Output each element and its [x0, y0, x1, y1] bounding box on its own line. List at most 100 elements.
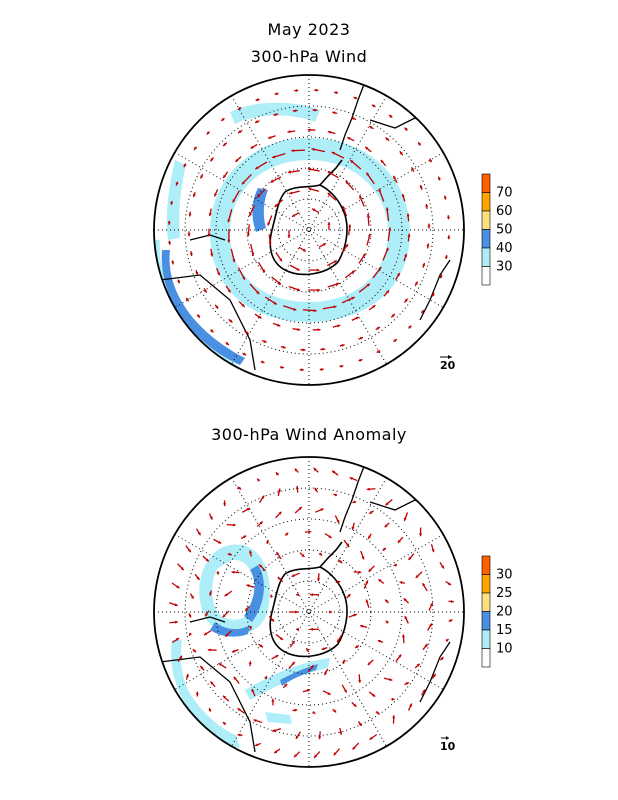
wind-vector-head	[185, 298, 189, 302]
wind-vector-head	[249, 550, 253, 554]
wind-vector-head	[291, 574, 295, 577]
wind-vector-head	[350, 160, 354, 164]
wind-vector-head	[346, 544, 350, 548]
wind-vector-head	[258, 315, 262, 319]
wind-vector-head	[430, 602, 433, 606]
wind-vector-head	[217, 272, 220, 276]
wind-vector-head	[294, 88, 298, 93]
wind-vector-head	[355, 645, 359, 649]
wind-vector-head	[225, 633, 229, 637]
colorbar-label: 40	[496, 241, 513, 256]
wind-vector-head	[203, 289, 207, 293]
wind-vector-head	[194, 146, 197, 150]
wind-vector-head	[358, 570, 362, 574]
anomaly-south-shading	[265, 712, 292, 724]
colorbar-label: 10	[496, 642, 513, 657]
wind-vector-head	[221, 117, 225, 121]
wind-vector-head	[188, 614, 192, 618]
subtropical-jet-core	[161, 250, 245, 365]
wind-vector-head	[352, 746, 356, 750]
wind-vector-head	[359, 337, 363, 340]
wind-vector-head	[257, 478, 261, 482]
wind-vector-head	[296, 288, 301, 292]
wind-vector-head	[365, 599, 369, 603]
bottom-reference-vector-label: 10	[440, 740, 456, 753]
wind-vector-head	[385, 247, 389, 251]
wind-vector-head	[369, 126, 373, 129]
wind-vector-head	[358, 679, 362, 683]
wind-vector-head	[225, 342, 229, 345]
wind-vector-head	[232, 649, 236, 653]
wind-vector-head	[232, 259, 236, 263]
wind-vector-head	[380, 159, 384, 164]
wind-vector-head	[200, 175, 204, 179]
wind-vector-head	[167, 221, 171, 225]
wind-vector-head	[378, 266, 382, 271]
wind-vector-head	[422, 689, 426, 693]
wind-vector-head	[174, 603, 178, 607]
wind-vector-head	[403, 598, 407, 602]
wind-vector-head	[295, 610, 298, 614]
wind-vector-head	[389, 115, 393, 118]
wind-vector-head	[366, 283, 370, 287]
wind-vector-head	[203, 632, 208, 636]
top-reference-vector-label: 20	[440, 359, 456, 372]
wind-vector-head	[287, 235, 291, 238]
wind-vector-head	[179, 655, 182, 659]
wind-vector-head	[348, 224, 352, 228]
wind-vector-head	[334, 91, 338, 95]
wind-vector-head	[341, 343, 345, 347]
wind-vector-head	[259, 521, 263, 525]
wind-vector-head	[422, 262, 426, 267]
wind-vector-head	[351, 270, 355, 274]
wind-vector-head	[313, 467, 317, 471]
wind-vector-head	[208, 213, 212, 217]
wind-vector-head	[351, 526, 355, 530]
wind-vector-head	[385, 599, 389, 603]
wind-vector-head	[302, 348, 306, 352]
wind-vector-head	[393, 339, 397, 343]
wind-vector-head	[368, 568, 372, 572]
wind-vector-head	[308, 187, 312, 191]
wind-vector-head	[222, 722, 227, 726]
wind-vector-head	[447, 235, 451, 239]
wind-vector-head	[189, 632, 193, 636]
wind-vector-head	[405, 682, 409, 686]
bottom-map: 30 25 20 15 10 10	[153, 456, 513, 768]
top-map-title: 300-hPa Wind	[250, 47, 368, 66]
colorbar-swatch	[481, 229, 491, 249]
wind-vector-head	[192, 649, 196, 653]
wind-vector-head	[185, 673, 189, 678]
wind-vector-head	[396, 272, 400, 277]
wind-vector-head	[424, 643, 428, 648]
wind-vector-head	[216, 571, 220, 575]
wind-vector-head	[306, 689, 310, 692]
wind-vector-head	[406, 213, 410, 217]
wind-vector-head	[371, 104, 376, 108]
wind-vector-head	[404, 298, 408, 302]
top-map: 70 60 50 40 30 20	[153, 74, 513, 386]
wind-vector-head	[324, 671, 328, 676]
wind-vector-head	[367, 233, 371, 237]
wind-vector-head	[327, 130, 331, 134]
wind-vector-head	[391, 697, 395, 701]
wind-vector-head	[228, 552, 232, 556]
wind-vector-head	[265, 539, 269, 544]
wind-vector-head	[385, 502, 389, 506]
wind-vector-head	[297, 327, 301, 331]
wind-vector-head	[312, 208, 316, 212]
wind-vector-head	[292, 213, 296, 217]
wind-vector-head	[167, 241, 172, 245]
wind-vector-head	[249, 626, 253, 630]
bottom-map-coastlines	[159, 463, 451, 753]
top-map-colorbar: 70 60 50 40 30	[481, 173, 513, 286]
wind-vector-head	[272, 155, 276, 159]
wind-vector-head	[274, 203, 278, 207]
wind-vector-head	[312, 710, 316, 714]
wind-vector-head	[229, 319, 233, 323]
wind-vector-head	[449, 619, 453, 623]
wind-vector-head	[314, 487, 318, 492]
wind-vector-head	[399, 151, 403, 155]
wind-vector-head	[210, 681, 214, 685]
wind-vector-head	[282, 345, 286, 349]
